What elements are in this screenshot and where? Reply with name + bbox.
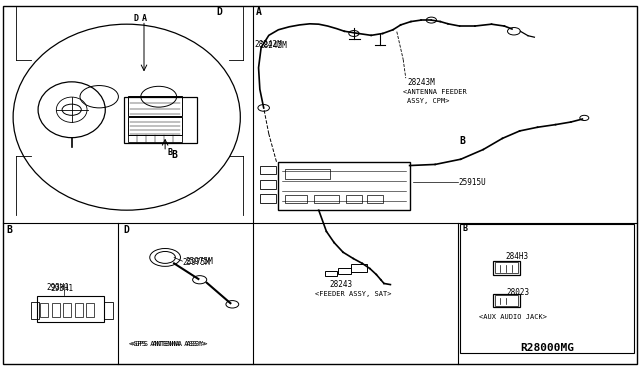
Text: R28000MG: R28000MG [520,343,574,353]
Text: D: D [216,7,222,17]
Text: 25915U: 25915U [459,178,486,187]
Text: 28242M: 28242M [255,40,282,49]
Text: A: A [256,7,262,17]
Text: <GPS ANTENNA ASSY>: <GPS ANTENNA ASSY> [131,341,208,347]
Text: A: A [142,14,147,23]
Text: D: D [133,14,138,23]
Text: 284H3: 284H3 [506,252,529,261]
Text: 28243M: 28243M [407,78,435,87]
Text: <FEEDER ASSY, SAT>: <FEEDER ASSY, SAT> [315,291,392,297]
Text: B: B [6,225,12,235]
Text: 25975M: 25975M [185,257,212,266]
Text: <GPS ANTENNA ASSY>: <GPS ANTENNA ASSY> [129,341,206,347]
Text: ASSY, CPM>: ASSY, CPM> [407,98,449,104]
Text: B: B [172,151,177,160]
Text: <AUX AUDIO JACK>: <AUX AUDIO JACK> [479,314,547,320]
Text: <ANTENNA FEEDER: <ANTENNA FEEDER [403,89,467,95]
Text: 25975M: 25975M [182,258,210,267]
Text: 28242M: 28242M [259,41,287,50]
Text: B: B [462,224,467,233]
Text: B: B [168,148,173,157]
Text: D: D [123,225,129,235]
Text: 293H1: 293H1 [46,283,69,292]
Text: B: B [460,136,465,145]
Text: 293H1: 293H1 [51,284,74,293]
Text: 28243: 28243 [330,280,353,289]
Text: 28023: 28023 [507,288,530,296]
